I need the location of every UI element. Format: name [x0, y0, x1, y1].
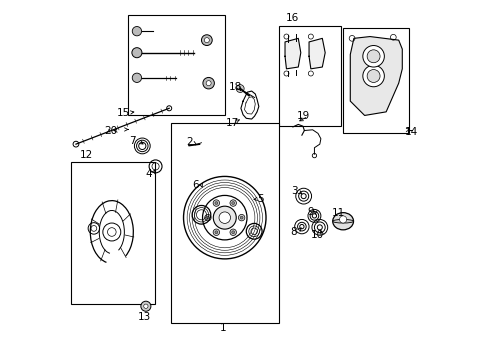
- Circle shape: [204, 215, 211, 221]
- Text: 9: 9: [307, 207, 313, 217]
- Circle shape: [206, 81, 211, 86]
- Circle shape: [229, 229, 236, 235]
- Text: 10: 10: [310, 230, 323, 239]
- Text: 13: 13: [137, 312, 150, 322]
- Circle shape: [206, 216, 209, 219]
- Text: 8: 8: [290, 227, 297, 237]
- Circle shape: [132, 27, 142, 36]
- Circle shape: [362, 45, 384, 67]
- Bar: [343, 28, 408, 134]
- Text: 2: 2: [186, 138, 193, 147]
- Circle shape: [204, 38, 209, 42]
- Circle shape: [132, 48, 142, 58]
- Circle shape: [231, 202, 234, 204]
- Circle shape: [339, 216, 346, 223]
- Polygon shape: [349, 37, 402, 116]
- Text: 15: 15: [117, 108, 130, 118]
- Text: 12: 12: [80, 150, 93, 160]
- Circle shape: [219, 212, 230, 224]
- Circle shape: [214, 202, 217, 204]
- Text: 14: 14: [404, 127, 417, 136]
- Polygon shape: [308, 39, 325, 69]
- Text: 6: 6: [192, 180, 198, 190]
- Circle shape: [362, 65, 384, 87]
- Circle shape: [201, 35, 212, 45]
- Ellipse shape: [332, 220, 353, 223]
- Circle shape: [214, 231, 217, 234]
- Circle shape: [213, 229, 219, 235]
- Text: 4: 4: [145, 168, 152, 179]
- Bar: [70, 162, 155, 304]
- Circle shape: [231, 231, 234, 234]
- Bar: [278, 26, 341, 126]
- Circle shape: [238, 215, 244, 221]
- Text: 7: 7: [129, 136, 136, 146]
- Circle shape: [240, 216, 243, 219]
- Bar: [171, 123, 278, 323]
- Text: 19: 19: [296, 111, 310, 121]
- Circle shape: [213, 206, 236, 229]
- Text: 11: 11: [331, 208, 345, 218]
- Text: 5: 5: [257, 194, 264, 204]
- Polygon shape: [285, 39, 300, 69]
- Circle shape: [203, 77, 214, 89]
- Ellipse shape: [332, 213, 353, 230]
- Text: 3: 3: [290, 186, 297, 197]
- Circle shape: [143, 304, 148, 309]
- Text: 18: 18: [228, 82, 241, 92]
- Text: 1: 1: [219, 323, 226, 333]
- Circle shape: [141, 301, 151, 311]
- Circle shape: [132, 73, 142, 82]
- Circle shape: [366, 50, 379, 63]
- Text: 17: 17: [225, 118, 239, 128]
- Circle shape: [229, 200, 236, 206]
- Circle shape: [102, 223, 121, 241]
- Circle shape: [213, 200, 219, 206]
- Text: 16: 16: [285, 13, 299, 23]
- Bar: [128, 15, 224, 116]
- Circle shape: [366, 69, 379, 82]
- Text: 20: 20: [104, 126, 118, 135]
- Circle shape: [236, 85, 244, 93]
